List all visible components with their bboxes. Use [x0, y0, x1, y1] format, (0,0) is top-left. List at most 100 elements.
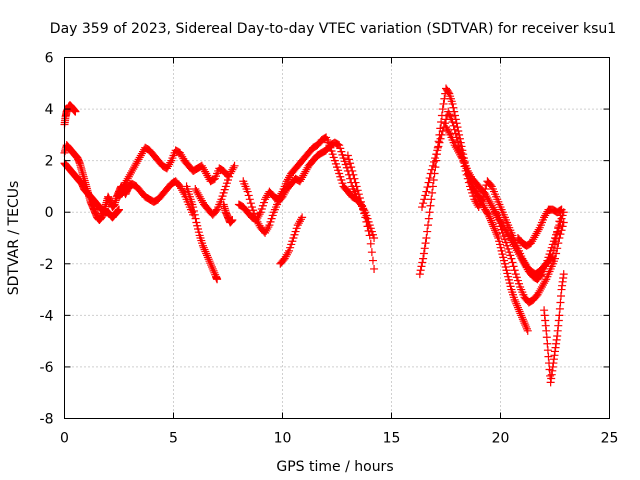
data-point — [489, 222, 498, 231]
data-point — [429, 175, 438, 184]
data-point — [207, 261, 216, 270]
data-point — [199, 243, 208, 252]
data-point — [450, 125, 459, 134]
data-point — [366, 239, 375, 248]
data-point — [419, 199, 428, 208]
data-point — [358, 201, 367, 210]
data-point — [353, 186, 362, 195]
x-tick-label: 10 — [274, 431, 292, 447]
data-point — [415, 270, 424, 279]
data-point — [255, 210, 264, 219]
y-tick-label: -2 — [40, 257, 54, 273]
data-point — [424, 221, 433, 230]
data-point — [243, 187, 252, 196]
data-point — [554, 239, 563, 248]
data-point — [430, 157, 439, 166]
series-arc-6 — [182, 182, 222, 284]
data-point — [424, 214, 433, 223]
data-point — [364, 226, 373, 235]
data-point — [264, 223, 273, 232]
data-point — [421, 239, 430, 248]
plot-border — [64, 57, 610, 419]
data-point — [439, 99, 448, 108]
data-point — [425, 208, 434, 217]
data-point — [205, 257, 214, 266]
data-point — [519, 317, 528, 326]
data-point — [347, 163, 356, 172]
data-point — [246, 199, 255, 208]
series-arc-3 — [60, 159, 123, 222]
data-point — [351, 178, 360, 187]
data-point — [210, 268, 219, 277]
data-point — [206, 259, 215, 268]
data-point — [359, 205, 368, 214]
data-point — [298, 213, 307, 222]
y-axis-label: SDTVAR / TECUs — [6, 181, 22, 296]
data-point — [552, 249, 561, 258]
data-point — [204, 255, 213, 264]
data-point — [344, 155, 353, 164]
series-arc-17 — [513, 205, 566, 250]
data-point — [488, 220, 497, 229]
data-point — [557, 205, 566, 214]
chart-title: Day 359 of 2023, Sidereal Day-to-day VTE… — [50, 21, 616, 37]
data-point — [367, 248, 376, 257]
data-point — [431, 154, 440, 163]
data-point — [352, 182, 361, 191]
data-point — [426, 201, 435, 210]
data-point — [448, 117, 457, 126]
data-point — [555, 234, 564, 242]
y-tick-label: -4 — [40, 308, 54, 324]
data-point — [189, 203, 198, 212]
data-point — [508, 258, 517, 267]
data-point — [485, 212, 494, 221]
series-arc-1 — [60, 101, 80, 129]
data-point — [360, 209, 369, 218]
data-point — [432, 150, 441, 159]
data-point — [435, 138, 444, 147]
data-point — [228, 215, 237, 224]
x-tick-label: 15 — [383, 431, 401, 447]
data-point — [437, 117, 446, 126]
data-point — [510, 266, 519, 275]
data-point — [450, 111, 459, 120]
data-point — [559, 270, 568, 279]
data-point — [420, 195, 429, 204]
data-point — [423, 183, 432, 192]
data-point — [436, 134, 445, 143]
data-point — [507, 254, 516, 263]
data-point — [244, 191, 253, 200]
data-point — [421, 191, 430, 200]
data-point — [516, 309, 525, 318]
data-point — [425, 174, 434, 183]
data-point — [513, 303, 522, 312]
data-point — [523, 326, 532, 335]
data-point — [203, 251, 212, 260]
data-point — [551, 254, 559, 263]
data-point — [427, 165, 436, 174]
data-point — [207, 263, 216, 272]
data-point — [245, 195, 254, 204]
data-point — [422, 234, 431, 242]
data-point — [295, 217, 304, 226]
data-point — [166, 158, 175, 167]
data-point — [518, 313, 527, 322]
data-point — [518, 315, 527, 324]
data-point — [509, 262, 518, 271]
data-point — [484, 210, 493, 219]
data-point — [559, 218, 568, 227]
data-point — [362, 217, 371, 226]
series-arc-9 — [234, 133, 379, 242]
data-point — [517, 311, 526, 320]
data-point — [428, 161, 437, 170]
data-point — [356, 197, 365, 206]
data-point — [370, 234, 379, 242]
data-point — [361, 213, 370, 222]
data-points — [60, 84, 568, 387]
data-point — [201, 247, 210, 256]
data-point — [434, 142, 443, 151]
data-point — [558, 222, 567, 231]
data-point — [420, 244, 429, 253]
x-tick-label: 20 — [492, 431, 510, 447]
